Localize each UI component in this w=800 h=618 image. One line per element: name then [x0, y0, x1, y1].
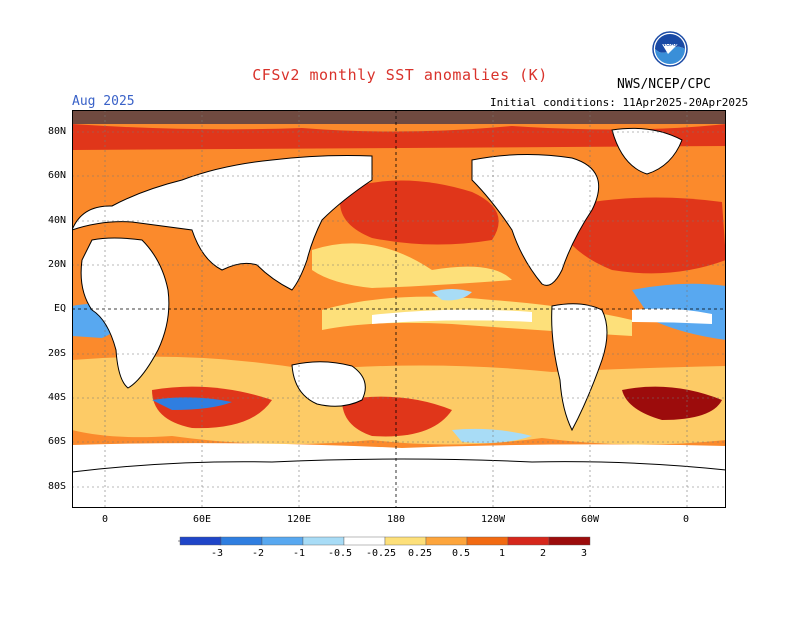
- colorbar-segments: [177, 536, 591, 546]
- north-pacific-neutral: [312, 243, 512, 288]
- colorbar-label-m025: -0.25: [365, 548, 397, 559]
- colorbar-segment: [220, 536, 263, 546]
- colorbar-label-m3: -3: [210, 548, 224, 559]
- colorbar-segment: [466, 536, 509, 546]
- map-title: CFSv2 monthly SST anomalies (K): [252, 66, 548, 84]
- north-pacific-warm-blob: [340, 180, 499, 245]
- colorbar-segment: [548, 536, 591, 546]
- south-atlantic-warm: [622, 386, 722, 420]
- arctic-anomaly: [72, 110, 726, 124]
- lat-label-20s: 20S: [47, 348, 66, 359]
- africa-land: [80, 237, 170, 389]
- colorbar-segment: [343, 536, 386, 546]
- lat-label-20n: 20N: [47, 259, 66, 270]
- lon-label-60w: 60W: [580, 514, 600, 525]
- colorbar-label-m2: -2: [251, 548, 265, 559]
- initial-conditions: Initial conditions: 11Apr2025-20Apr2025: [490, 96, 749, 109]
- sst-anomaly-map: [72, 110, 726, 508]
- lat-label-60s: 60S: [47, 436, 66, 447]
- colorbar-segment: [302, 536, 345, 546]
- colorbar-label-p05: 0.5: [451, 548, 471, 559]
- lon-label-120e: 120E: [286, 514, 312, 525]
- lat-label-80s: 80S: [47, 481, 66, 492]
- colorbar-label-p3: 3: [580, 548, 588, 559]
- lon-label-0: 0: [101, 514, 109, 525]
- colorbar: [177, 536, 591, 546]
- lat-label-40n: 40N: [47, 215, 66, 226]
- graticule: [72, 110, 726, 508]
- pacific-cool-spot: [432, 289, 472, 301]
- colorbar-label-p025: 0.25: [407, 548, 433, 559]
- colorbar-label-m05: -0.5: [327, 548, 353, 559]
- antarctica-land: [72, 458, 726, 508]
- lat-label-eq: EQ: [53, 303, 66, 314]
- noaa-logo: NOAA: [652, 31, 688, 67]
- colorbar-segment: [425, 536, 468, 546]
- landmasses: [72, 127, 726, 508]
- lon-label-180: 180: [386, 514, 406, 525]
- colorbar-segment: [384, 536, 427, 546]
- map-frame: [72, 110, 726, 508]
- lat-label-60n: 60N: [47, 170, 66, 181]
- colorbar-label-p2: 2: [539, 548, 547, 559]
- south-pacific-warm: [342, 396, 452, 437]
- lat-label-80n: 80N: [47, 126, 66, 137]
- colorbar-label-m1: -1: [292, 548, 306, 559]
- noaa-logo-text: NOAA: [661, 41, 679, 48]
- north-atlantic-warm: [552, 197, 726, 274]
- lon-label-60e: 60E: [192, 514, 212, 525]
- agency-label: NWS/NCEP/CPC: [617, 77, 711, 92]
- colorbar-segment: [179, 536, 222, 546]
- south-indian-cool: [152, 397, 232, 410]
- greenland-land: [611, 127, 683, 175]
- lon-label-120w: 120W: [480, 514, 506, 525]
- southern-ocean-cool: [452, 428, 532, 444]
- arctic-warm-band: [72, 124, 726, 150]
- atlantic-neutral-strip: [632, 308, 712, 324]
- lon-label-0-east: 0: [682, 514, 690, 525]
- forecast-month: Aug 2025: [72, 94, 135, 109]
- australia-land: [291, 361, 366, 407]
- colorbar-segment: [261, 536, 304, 546]
- north-america-land: [471, 153, 600, 286]
- lat-label-40s: 40S: [47, 392, 66, 403]
- colorbar-label-p1: 1: [498, 548, 506, 559]
- south-indian-warm: [152, 386, 272, 429]
- colorbar-segment: [507, 536, 550, 546]
- equatorial-pacific-neutral: [372, 309, 532, 324]
- eurasia-land: [72, 155, 373, 291]
